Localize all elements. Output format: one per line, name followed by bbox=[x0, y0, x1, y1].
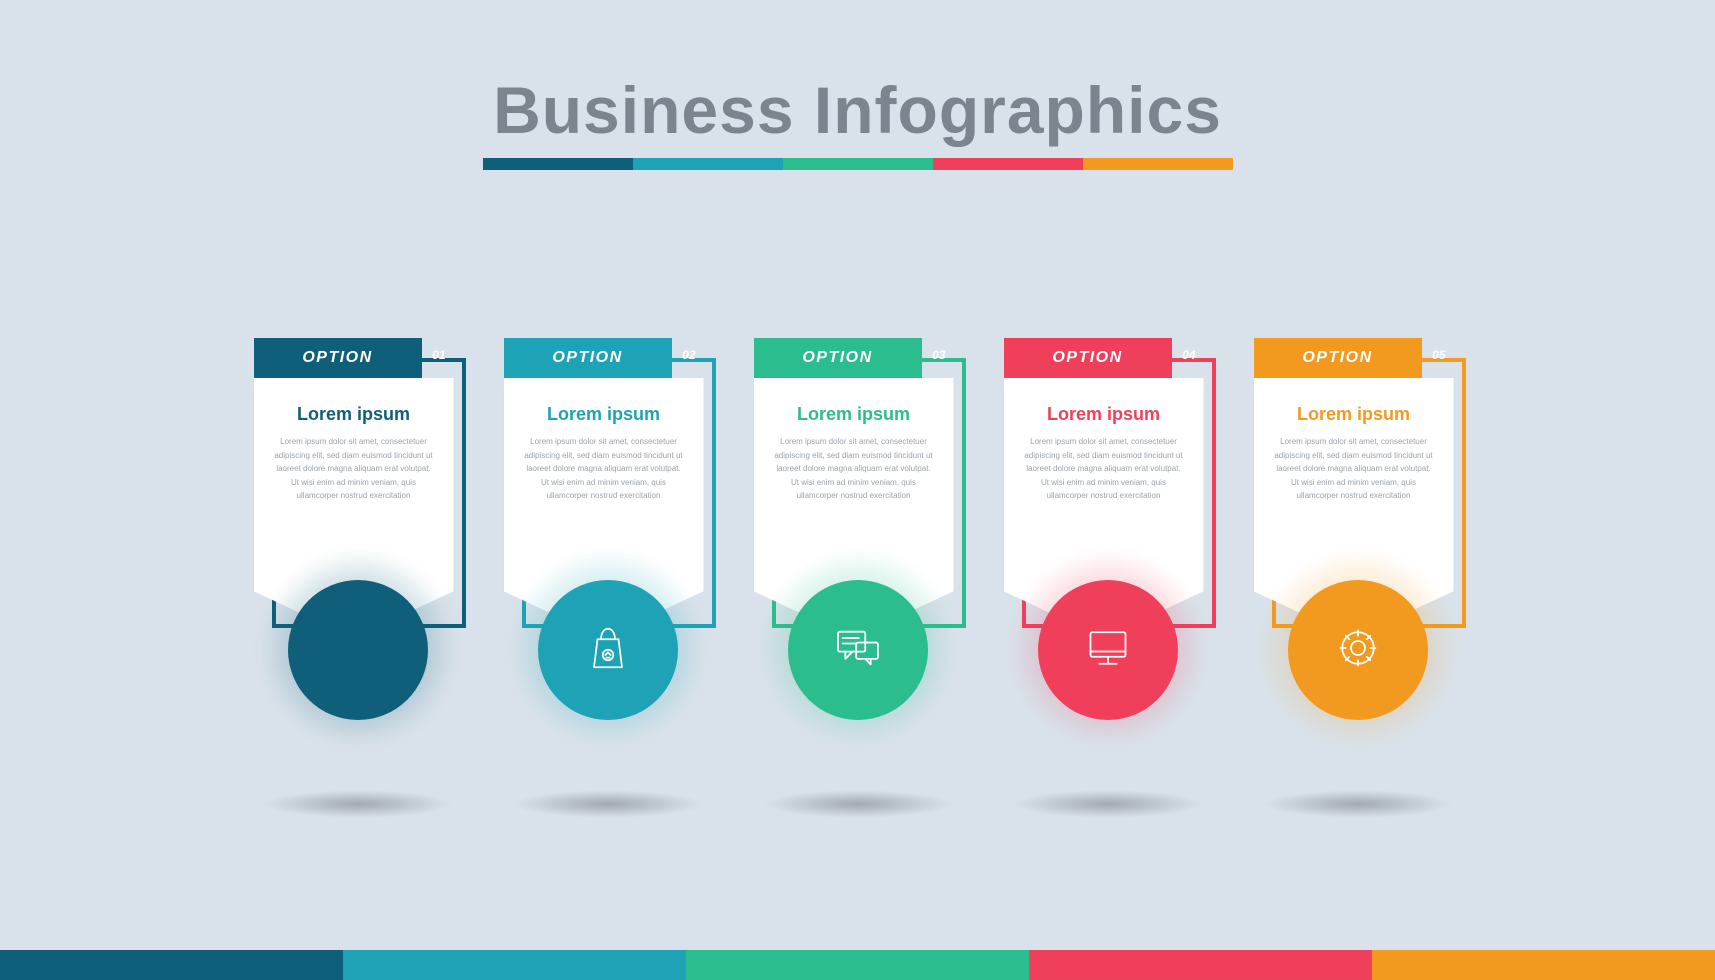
underline-seg-4 bbox=[933, 158, 1083, 170]
option-tab: OPTION 02 bbox=[504, 338, 672, 378]
card-body: Lorem ipsum dolor sit amet, consectetuer… bbox=[522, 435, 686, 503]
footer-seg-3 bbox=[686, 950, 1029, 980]
infographic-canvas: Business Infographics OPTION 01 Lorem ip… bbox=[0, 0, 1715, 980]
cards-row: OPTION 01 Lorem ipsum Lorem ipsum dolor … bbox=[0, 338, 1715, 748]
underline-seg-5 bbox=[1083, 158, 1233, 170]
underline-seg-3 bbox=[783, 158, 933, 170]
tab-label: OPTION bbox=[1052, 349, 1122, 367]
underline-seg-2 bbox=[633, 158, 783, 170]
icon-circle bbox=[538, 580, 678, 720]
chat-icon bbox=[829, 619, 887, 682]
card-heading: Lorem ipsum bbox=[772, 404, 936, 425]
card-heading: Lorem ipsum bbox=[1022, 404, 1186, 425]
card-shadow bbox=[263, 790, 453, 818]
page-title: Business Infographics bbox=[0, 72, 1715, 148]
icon-circle bbox=[288, 580, 428, 720]
title-underline bbox=[483, 158, 1233, 170]
footer-seg-4 bbox=[1029, 950, 1372, 980]
card-body: Lorem ipsum dolor sit amet, consectetuer… bbox=[1022, 435, 1186, 503]
tab-number: 04 bbox=[1182, 348, 1195, 362]
option-card-3: OPTION 03 Lorem ipsum Lorem ipsum dolor … bbox=[754, 338, 962, 748]
icon-circle bbox=[1038, 580, 1178, 720]
option-card-5: OPTION 05 Lorem ipsum Lorem ipsum dolor … bbox=[1254, 338, 1462, 748]
option-card-4: OPTION 04 Lorem ipsum Lorem ipsum dolor … bbox=[1004, 338, 1212, 748]
card-heading: Lorem ipsum bbox=[522, 404, 686, 425]
option-tab: OPTION 01 bbox=[254, 338, 422, 378]
option-tab: OPTION 04 bbox=[1004, 338, 1172, 378]
tab-label: OPTION bbox=[302, 349, 372, 367]
shopping-bag-icon bbox=[580, 620, 636, 681]
footer-seg-5 bbox=[1372, 950, 1715, 980]
icon-circle bbox=[1288, 580, 1428, 720]
card-body: Lorem ipsum dolor sit amet, consectetuer… bbox=[772, 435, 936, 503]
footer-seg-1 bbox=[0, 950, 343, 980]
footer-color-bar bbox=[0, 950, 1715, 980]
tab-number: 01 bbox=[432, 348, 445, 362]
option-tab: OPTION 05 bbox=[1254, 338, 1422, 378]
card-shadow bbox=[1013, 790, 1203, 818]
tab-number: 05 bbox=[1432, 348, 1445, 362]
footer-seg-2 bbox=[343, 950, 686, 980]
gear-icon bbox=[1330, 620, 1386, 681]
tab-label: OPTION bbox=[802, 349, 872, 367]
icon-circle bbox=[788, 580, 928, 720]
card-body: Lorem ipsum dolor sit amet, consectetuer… bbox=[1272, 435, 1436, 503]
monitor-icon bbox=[1080, 620, 1136, 681]
option-card-1: OPTION 01 Lorem ipsum Lorem ipsum dolor … bbox=[254, 338, 462, 748]
card-body: Lorem ipsum dolor sit amet, consectetuer… bbox=[272, 435, 436, 503]
card-shadow bbox=[1263, 790, 1453, 818]
tab-number: 03 bbox=[932, 348, 945, 362]
tab-label: OPTION bbox=[1302, 349, 1372, 367]
card-shadow bbox=[513, 790, 703, 818]
card-shadow bbox=[763, 790, 953, 818]
option-card-2: OPTION 02 Lorem ipsum Lorem ipsum dolor … bbox=[504, 338, 712, 748]
card-heading: Lorem ipsum bbox=[1272, 404, 1436, 425]
option-tab: OPTION 03 bbox=[754, 338, 922, 378]
underline-seg-1 bbox=[483, 158, 633, 170]
tab-label: OPTION bbox=[552, 349, 622, 367]
tab-number: 02 bbox=[682, 348, 695, 362]
card-heading: Lorem ipsum bbox=[272, 404, 436, 425]
